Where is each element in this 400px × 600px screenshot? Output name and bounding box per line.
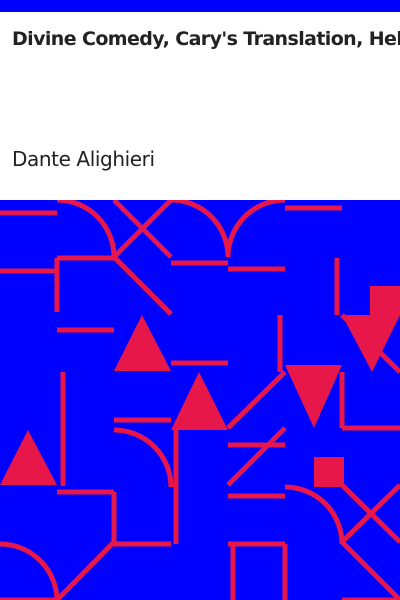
pattern-line <box>340 483 400 544</box>
pattern-arc <box>56 200 117 258</box>
pattern-triangle <box>285 365 342 428</box>
pattern-line <box>112 255 173 316</box>
pattern-triangle <box>342 315 400 372</box>
pattern-square <box>314 457 344 487</box>
pattern-solids <box>0 286 400 487</box>
top-color-bar <box>0 0 400 12</box>
pattern-arc <box>113 427 174 488</box>
pattern-shapes <box>0 200 400 600</box>
pattern-triangle <box>171 372 228 430</box>
book-author: Dante Alighieri <box>12 147 155 171</box>
pattern-line <box>340 540 400 600</box>
pattern-line <box>112 200 173 259</box>
pattern-arc <box>0 541 60 600</box>
pattern-line <box>226 370 287 430</box>
book-title: Divine Comedy, Cary's Translation, Hell <box>12 28 400 50</box>
pattern-line <box>55 540 116 600</box>
pattern-triangle <box>114 315 171 371</box>
pattern-arc <box>284 484 345 545</box>
pattern-triangle <box>0 430 57 485</box>
cover-pattern <box>0 200 400 600</box>
pattern-square <box>370 286 400 316</box>
pattern-line <box>226 426 287 487</box>
pattern-arc <box>225 200 286 258</box>
